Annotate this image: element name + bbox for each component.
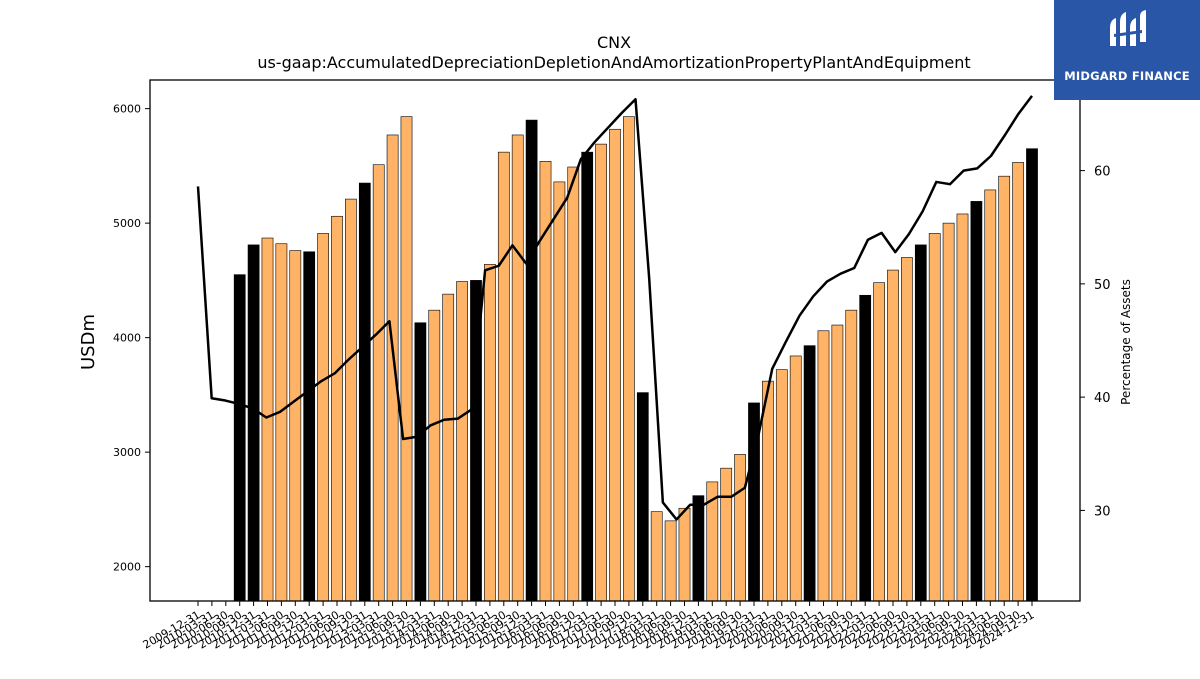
bar <box>303 251 316 602</box>
bar <box>331 215 343 602</box>
bar <box>414 322 427 602</box>
bar <box>428 309 441 602</box>
bar <box>692 495 705 602</box>
line-layer <box>196 95 1033 521</box>
bar <box>984 189 997 602</box>
bar <box>817 330 830 602</box>
y2-tick-label: 60 <box>1094 165 1111 180</box>
bar <box>998 175 1011 602</box>
bar <box>372 164 385 602</box>
chart-title: CNX <box>597 33 631 52</box>
bar <box>914 244 927 602</box>
bar <box>1026 148 1038 602</box>
y-axis-label: USDm <box>78 314 99 370</box>
bar <box>484 264 496 602</box>
bar <box>317 233 329 602</box>
bar <box>845 309 858 602</box>
y-tick-label: 4000 <box>113 332 141 345</box>
bar <box>942 222 955 602</box>
bar <box>956 213 969 602</box>
bar <box>664 520 677 602</box>
brand-name: MIDGARD FINANCE <box>1064 69 1190 83</box>
bar <box>261 237 274 602</box>
bar <box>901 257 913 602</box>
y-tick-label: 3000 <box>113 446 141 459</box>
bar <box>358 182 371 602</box>
bar <box>567 166 580 602</box>
bar <box>581 151 594 602</box>
y2-tick-label: 50 <box>1094 278 1111 293</box>
bar <box>650 511 663 602</box>
bar <box>1012 162 1024 602</box>
bar <box>456 281 468 602</box>
y2-tick-label: 30 <box>1094 504 1111 519</box>
bar <box>789 355 802 602</box>
bar <box>970 201 983 602</box>
bar <box>595 143 607 602</box>
bar <box>289 250 302 602</box>
bar <box>859 294 872 602</box>
bar <box>275 243 288 602</box>
bar <box>233 274 246 602</box>
bar <box>831 324 844 602</box>
bar <box>734 454 746 602</box>
y-tick-label: 2000 <box>113 561 141 574</box>
bars-layer <box>233 116 1038 602</box>
y-tick-label: 6000 <box>113 103 141 116</box>
midgard-logo-icon <box>1110 10 1146 46</box>
bar <box>873 282 885 602</box>
bar <box>525 119 538 602</box>
chart-subtitle: us-gaap:AccumulatedDepreciationDepletion… <box>257 53 970 72</box>
percentage-of-assets-line <box>196 95 1033 521</box>
bar <box>887 269 899 602</box>
y2-axis-label: Percentage of Assets <box>1119 279 1133 405</box>
bar <box>609 128 621 602</box>
bar <box>442 293 455 602</box>
bar <box>720 467 733 602</box>
bar <box>553 181 566 602</box>
bar <box>511 134 524 602</box>
y-tick-label: 5000 <box>113 217 141 230</box>
y2-tick-label: 40 <box>1094 391 1111 406</box>
axes-layer: 20003000400050006000304050602009-12-3120… <box>113 79 1111 652</box>
bar <box>247 244 260 602</box>
bar <box>345 198 357 602</box>
bar <box>386 134 399 602</box>
bar <box>928 233 941 602</box>
bar <box>636 392 649 602</box>
bar <box>803 345 816 602</box>
bar <box>497 151 510 602</box>
bar <box>623 116 635 602</box>
bar <box>400 116 413 602</box>
bar <box>775 369 788 602</box>
brand-logo: MIDGARD FINANCE <box>1054 0 1200 100</box>
bar <box>678 507 691 602</box>
